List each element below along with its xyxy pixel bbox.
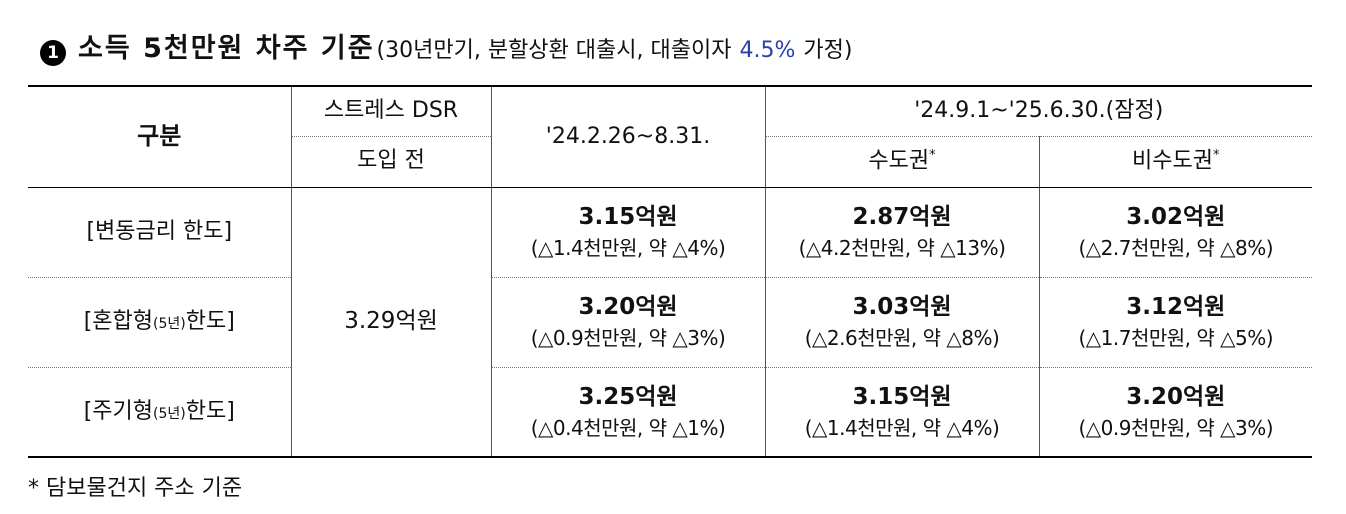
footnote: * 담보물건지 주소 기준: [28, 476, 243, 501]
row-label: [혼합형(5년)한도]: [28, 277, 292, 368]
cell-metro: 3.03억원 (△2.6천만원, 약 △8%): [765, 277, 1040, 368]
row-label: [변동금리 한도]: [28, 187, 292, 278]
cell-nonmetro: 3.12억원 (△1.7천만원, 약 △5%): [1039, 277, 1312, 368]
header-metro: 수도권*: [765, 136, 1040, 188]
cell-period1: 3.25억원 (△0.4천만원, 약 △1%): [491, 367, 766, 458]
table-row: [주기형(5년)한도] 3.25억원 (△0.4천만원, 약 △1%) 3.15…: [28, 367, 1312, 458]
cell-nonmetro: 3.20억원 (△0.9천만원, 약 △3%): [1039, 367, 1312, 458]
table-row: [혼합형(5년)한도] 3.20억원 (△0.9천만원, 약 △3%) 3.03…: [28, 277, 1312, 368]
cell-period1: 3.15억원 (△1.4천만원, 약 △4%): [491, 187, 766, 278]
title-condition-end: 가정): [803, 38, 853, 63]
cell-nonmetro: 3.02억원 (△2.7천만원, 약 △8%): [1039, 187, 1312, 278]
cell-period1: 3.20억원 (△0.9천만원, 약 △3%): [491, 277, 766, 368]
section-title: 1 소득 5천만원 차주 기준 (30년만기, 분할상환 대출시, 대출이자 4…: [40, 26, 852, 70]
header-nonmetro: 비수도권*: [1039, 136, 1312, 188]
cell-metro: 3.15억원 (△1.4천만원, 약 △4%): [765, 367, 1040, 458]
header-period1: '24.2.26~8.31.: [491, 85, 766, 188]
number-badge: 1: [40, 40, 66, 66]
dsr-limit-table: 구분 스트레스 DSR '24.2.26~8.31. '24.9.1~'25.6…: [28, 85, 1312, 458]
header-before-line2: 도입 전: [291, 136, 492, 188]
title-condition: (30년만기, 분할상환 대출시, 대출이자: [376, 38, 732, 63]
table-row: [변동금리 한도] 3.29억원 3.15억원 (△1.4천만원, 약 △4%)…: [28, 187, 1312, 458]
interest-rate: 4.5%: [739, 38, 796, 63]
before-value: 3.29억원: [291, 187, 492, 458]
row-label: [주기형(5년)한도]: [28, 367, 292, 458]
header-before-line1: 스트레스 DSR: [291, 85, 492, 137]
header-category: 구분: [28, 85, 292, 188]
cell-metro: 2.87억원 (△4.2천만원, 약 △13%): [765, 187, 1040, 278]
title-main: 소득 5천만원 차주 기준: [78, 33, 375, 64]
header-period2: '24.9.1~'25.6.30.(잠정): [765, 85, 1312, 137]
